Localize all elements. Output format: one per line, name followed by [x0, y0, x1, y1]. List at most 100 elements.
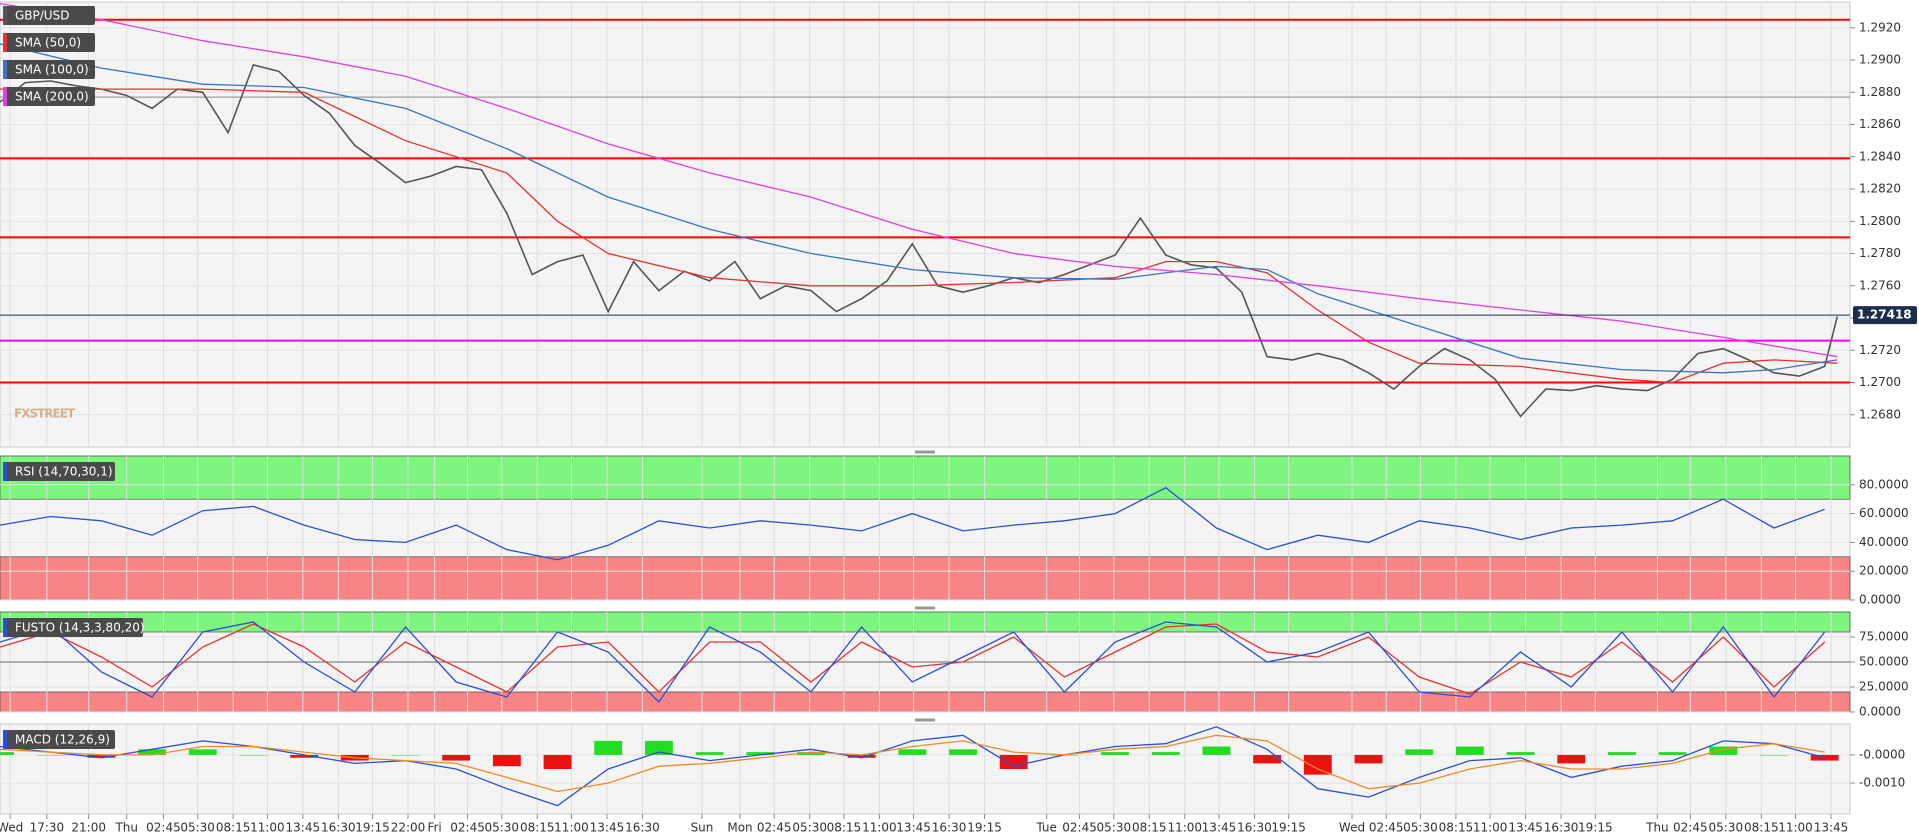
x-tick-label: Thu — [114, 821, 138, 835]
x-tick-label: 19:15 — [1271, 821, 1306, 835]
x-tick-label: 13:45 — [286, 821, 321, 835]
histogram-bar — [644, 740, 673, 755]
histogram-bar — [1607, 752, 1636, 755]
series-line — [0, 63, 1839, 418]
x-tick-label: 02:45 — [1062, 821, 1097, 835]
histogram-bar — [1405, 749, 1434, 755]
y-tick-label: 20.0000 — [1859, 564, 1909, 578]
y-tick-label: 1.2800 — [1859, 214, 1901, 228]
legend-box — [3, 87, 95, 106]
x-tick-label: 05:30 — [1097, 821, 1132, 835]
legend-swatch — [3, 87, 7, 106]
y-tick-label: 1.2820 — [1859, 182, 1901, 196]
x-tick-label: 16:30 — [1544, 821, 1579, 835]
x-tick-label: 13:45 — [590, 821, 625, 835]
histogram-bar — [1557, 754, 1586, 764]
y-tick-label: 40.0000 — [1859, 535, 1909, 549]
panel-title-swatch — [3, 462, 7, 481]
x-tick-label: 11:00 — [250, 821, 285, 835]
y-tick-label: 0.0000 — [1859, 593, 1901, 607]
y-tick-label: 1.2920 — [1859, 20, 1901, 34]
legend-box — [3, 6, 95, 25]
x-tick-label: 13:45 — [1814, 821, 1849, 835]
y-tick-label: 1.2780 — [1859, 246, 1901, 260]
x-tick-label: 08:15 — [1439, 821, 1474, 835]
histogram-bar — [36, 754, 65, 756]
panel-background — [0, 1, 1851, 448]
histogram-bar — [1658, 752, 1687, 755]
y-tick-label: -0.0000 — [1859, 747, 1905, 761]
x-tick-label: 05:30 — [1709, 821, 1744, 835]
panel-title-box — [3, 730, 115, 749]
histogram-bar — [949, 749, 977, 755]
x-tick-label: Sun — [691, 821, 714, 835]
histogram-bar — [188, 749, 217, 755]
x-tick-label: Wed — [1339, 821, 1365, 835]
x-tick-label: 05:30 — [792, 821, 827, 835]
zone — [0, 611, 1851, 633]
y-tick-label: 1.2880 — [1859, 85, 1901, 99]
x-tick-label: 02:45 — [146, 821, 181, 835]
histogram-bar — [87, 754, 116, 758]
last-price-box — [1853, 306, 1917, 325]
x-tick-label: 05:30 — [180, 821, 215, 835]
y-tick-label: 1.2720 — [1859, 343, 1901, 357]
histogram-bar — [594, 740, 623, 755]
series-line — [0, 734, 1825, 793]
histogram-bar — [0, 752, 14, 755]
y-tick-label: 1.2700 — [1859, 375, 1901, 389]
x-tick-label: Fri — [427, 821, 441, 835]
x-tick-label: 02:45 — [450, 821, 485, 835]
histogram-bar — [1354, 754, 1383, 764]
x-tick-label: Thu — [1645, 821, 1669, 835]
x-tick-label: 16:30 — [1237, 821, 1272, 835]
x-tick-label: 05:30 — [484, 821, 519, 835]
x-tick-label: Tue — [1035, 821, 1057, 835]
zone — [0, 455, 1851, 500]
y-tick-label: 1.2900 — [1859, 53, 1901, 67]
x-tick-label: 11:00 — [1167, 821, 1202, 835]
x-tick-label: 11:00 — [862, 821, 897, 835]
histogram-bar — [1202, 746, 1231, 755]
x-tick-label: 02:45 — [1369, 821, 1404, 835]
legend-label: GBP/USD — [15, 9, 69, 23]
histogram-bar — [1253, 754, 1282, 764]
watermark: FXSTREET — [14, 407, 76, 421]
x-tick-label: 11:00 — [1778, 821, 1813, 835]
histogram-bar — [1151, 752, 1180, 755]
histogram-bar — [695, 752, 724, 755]
x-tick-label: Wed — [0, 821, 23, 835]
histogram-bar — [746, 752, 775, 755]
histogram-bar — [543, 754, 572, 769]
histogram-bar — [492, 754, 521, 767]
y-tick-label: 1.2860 — [1859, 117, 1901, 131]
x-tick-label: 13:45 — [1202, 821, 1237, 835]
x-tick-label: 08:15 — [827, 821, 862, 835]
x-tick-label: 16:30 — [321, 821, 356, 835]
histogram-bar — [442, 754, 471, 761]
histogram-bar — [999, 754, 1028, 769]
y-tick-label: 1.2680 — [1859, 407, 1901, 421]
series-line — [0, 2, 1838, 358]
x-tick-label: 22:00 — [391, 821, 426, 835]
x-tick-label: Mon — [727, 821, 752, 835]
y-tick-label: -0.0010 — [1859, 776, 1905, 790]
series-line — [0, 621, 1826, 704]
legend-swatch — [3, 60, 7, 79]
panel-title: RSI (14,70,30,1) — [15, 465, 113, 479]
zone — [0, 691, 1851, 713]
histogram-bar — [797, 752, 825, 755]
x-tick-label: 11:00 — [1473, 821, 1508, 835]
legend-label: SMA (200,0) — [15, 90, 89, 104]
y-tick-label: 50.0000 — [1859, 655, 1909, 669]
x-tick-label: 08:15 — [216, 821, 251, 835]
histogram-bar — [290, 754, 319, 758]
x-tick-label: 19:15 — [967, 821, 1002, 835]
y-tick-label: 25.0000 — [1859, 680, 1909, 694]
x-tick-label: 16:30 — [625, 821, 660, 835]
histogram-bar — [1506, 752, 1535, 755]
y-tick-label: 1.2840 — [1859, 149, 1901, 163]
x-tick-label: 11:00 — [554, 821, 589, 835]
y-tick-label: 0.0000 — [1859, 705, 1901, 719]
